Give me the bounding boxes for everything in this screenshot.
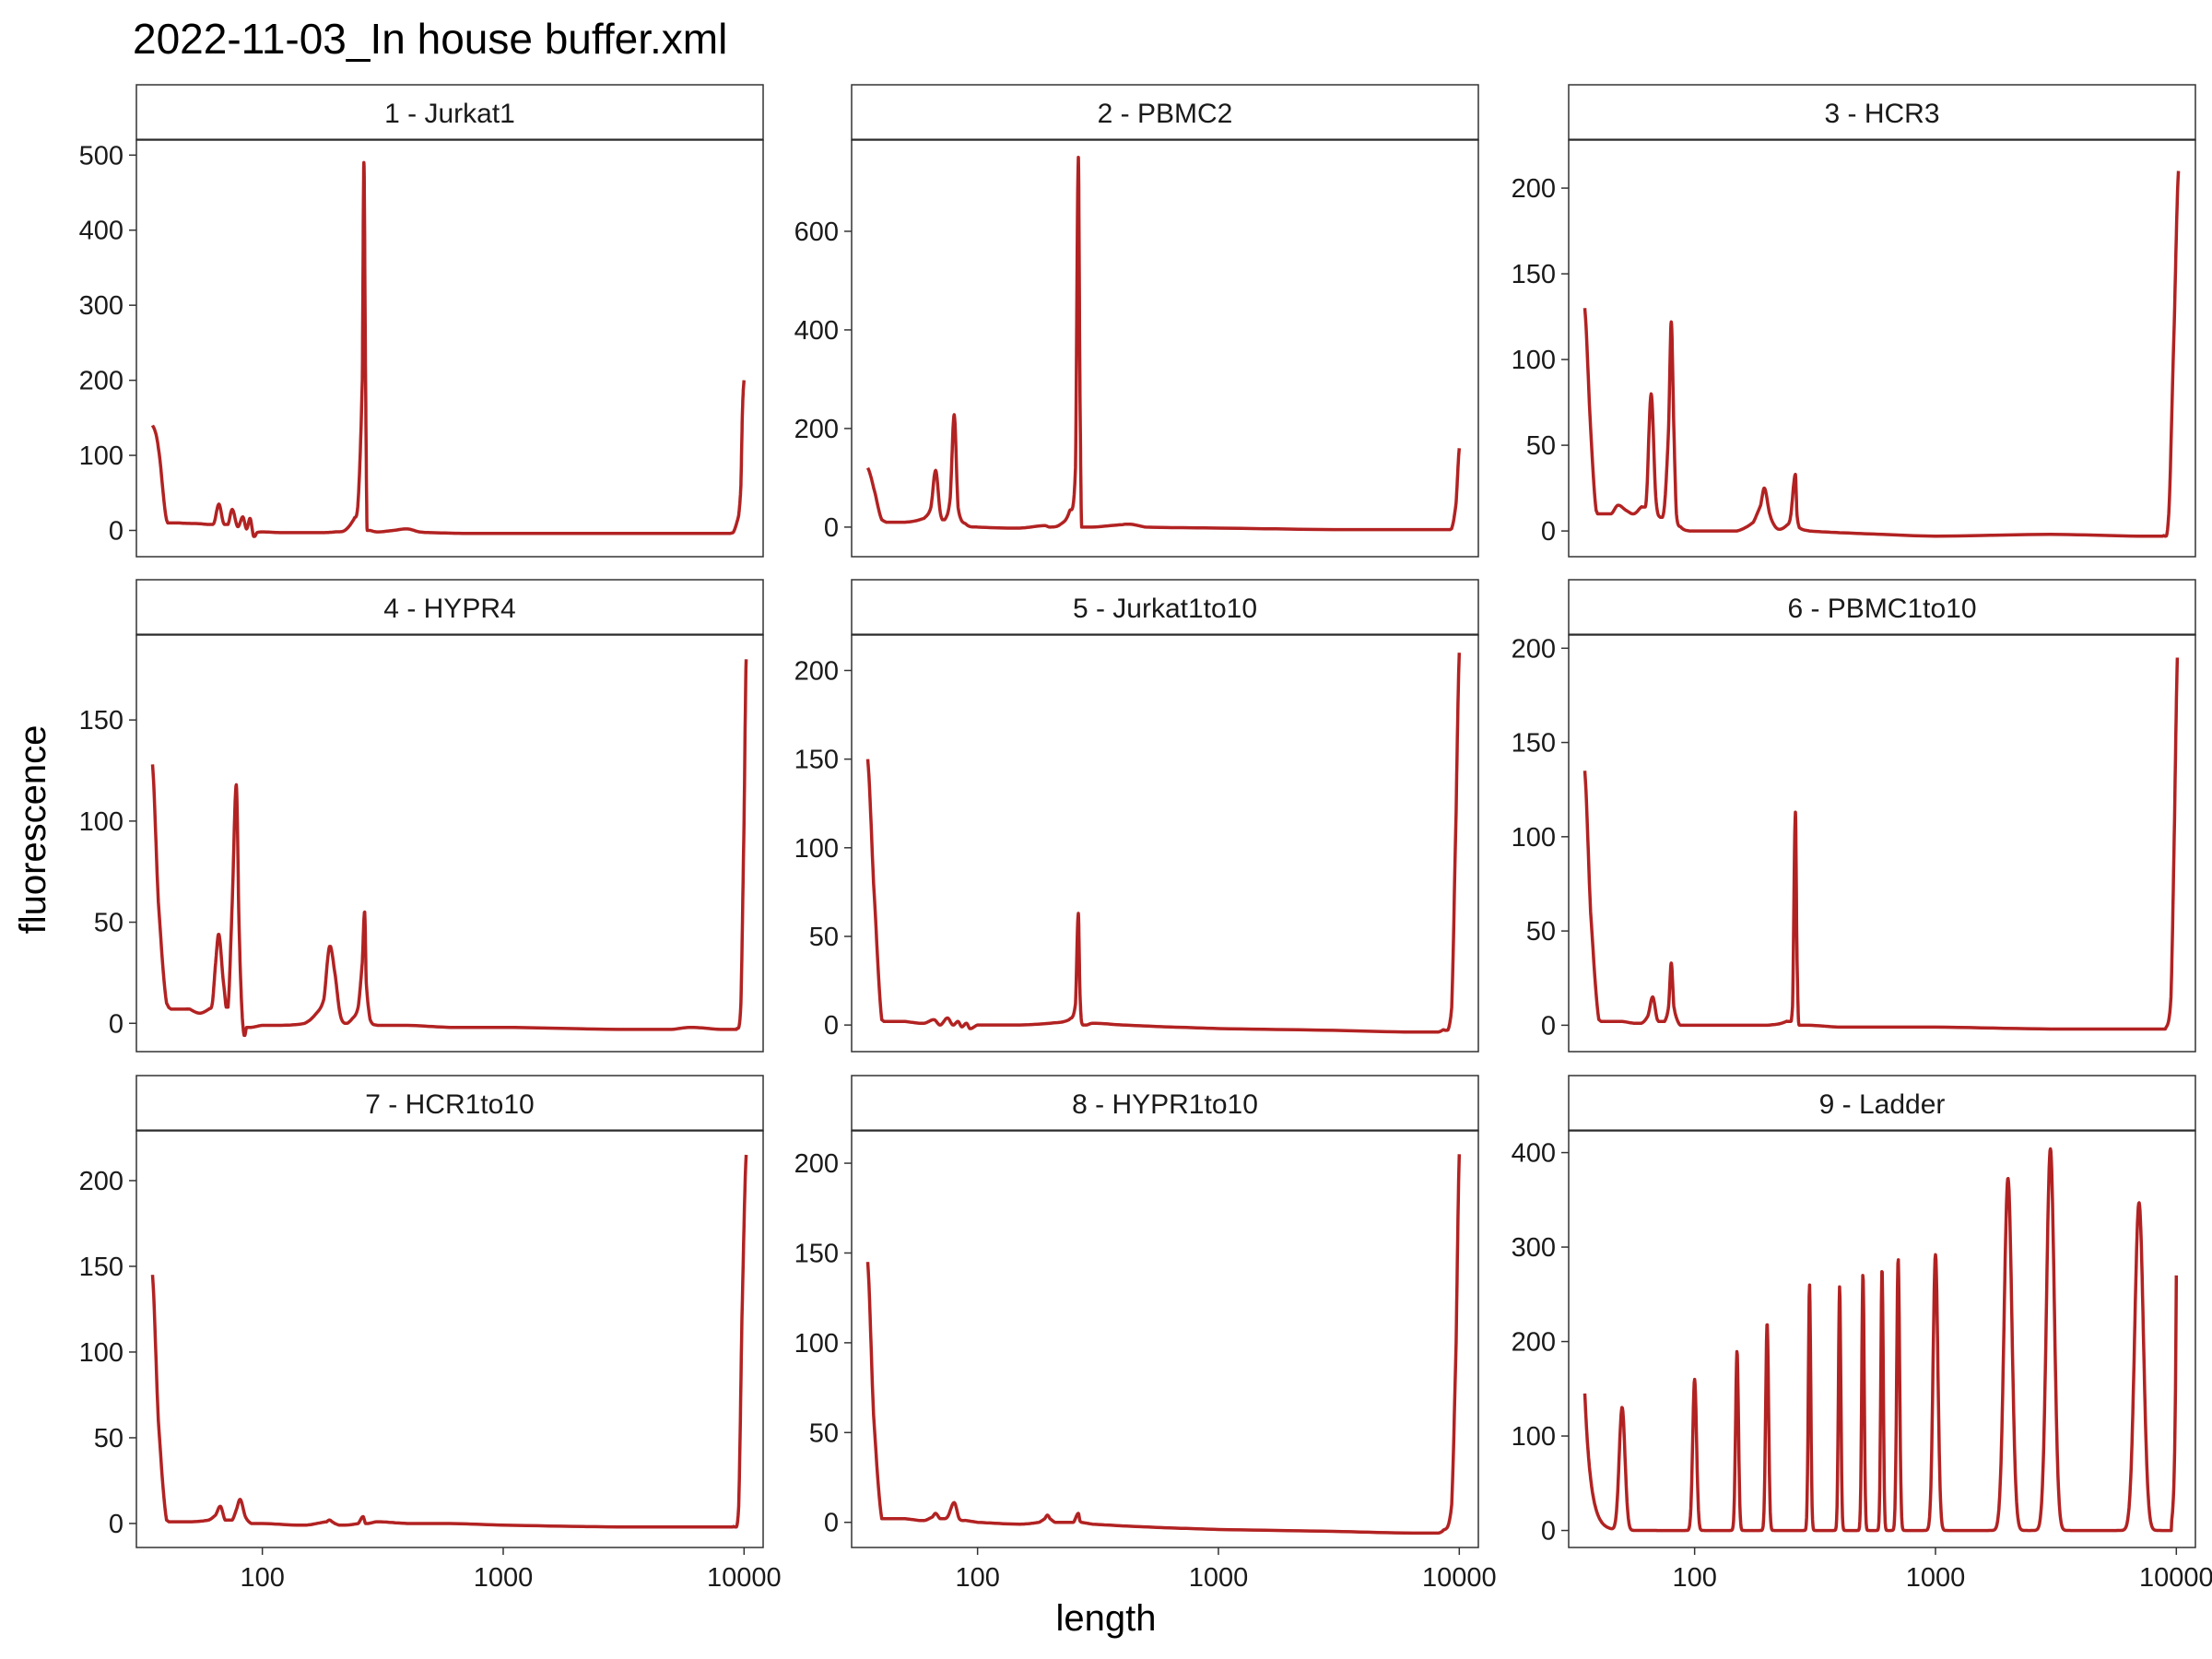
facet-panel: 8 - HYPR1to10 0 50 100 150 200 100 1000 10000: [794, 1075, 1497, 1593]
facet-strip: [851, 579, 1479, 636]
facet-panel: 4 - HYPR4 0 50 100 150: [79, 579, 764, 1053]
y-tick-label: 200: [1512, 174, 1556, 204]
facet-label: 2 - PBMC2: [1098, 99, 1233, 129]
y-tick-label: 0: [1541, 517, 1556, 547]
y-tick-label: 150: [79, 1253, 124, 1282]
plot-panel: [851, 1130, 1479, 1548]
y-tick-label: 150: [79, 706, 124, 735]
x-tick-label: 1000: [474, 1563, 534, 1593]
y-tick-label: 50: [94, 1424, 124, 1453]
x-tick-label: 1000: [1189, 1563, 1249, 1593]
y-tick-label: 50: [809, 923, 839, 952]
facet-label: 3 - HCR3: [1824, 99, 1939, 129]
x-tick-label: 1000: [1906, 1563, 1966, 1593]
y-tick-label: 0: [824, 513, 839, 543]
y-tick-label: 200: [794, 415, 839, 444]
y-tick-label: 200: [794, 656, 839, 686]
chart-title: 2022-11-03_In house buffer.xml: [133, 15, 728, 63]
plot-panel: [851, 139, 1479, 558]
y-tick-label: 150: [794, 1239, 839, 1268]
y-tick-label: 50: [94, 909, 124, 938]
series-line: [865, 653, 1462, 1034]
x-tick-label: 100: [955, 1563, 999, 1593]
facet-panel: 6 - PBMC1to10 0 50 100 150 200: [1512, 579, 2196, 1053]
y-tick-label: 200: [79, 1167, 124, 1196]
y-tick-label: 200: [1512, 1328, 1556, 1358]
y-tick-label: 200: [79, 367, 124, 396]
y-tick-label: 0: [109, 1009, 124, 1039]
facet-panel: 3 - HCR3 0 50 100 150 200: [1512, 84, 2196, 558]
y-tick-label: 100: [79, 807, 124, 837]
x-tick-label: 10000: [1422, 1563, 1497, 1593]
facet-panel: 7 - HCR1to10 0 50 100 150 200 100 1000 10000: [79, 1075, 782, 1593]
plot-panel: [1568, 139, 2196, 558]
facet-label: 7 - HCR1to10: [365, 1089, 534, 1120]
y-tick-label: 0: [824, 1011, 839, 1041]
plot-panel: [135, 1130, 764, 1548]
y-tick-label: 300: [1512, 1233, 1556, 1263]
y-tick-label: 150: [794, 746, 839, 775]
x-tick-label: 10000: [2139, 1563, 2212, 1593]
facet-strip: [135, 579, 764, 636]
y-tick-label: 0: [1541, 1517, 1556, 1547]
facet-label: 8 - HYPR1to10: [1072, 1089, 1258, 1120]
plot-panel: [1568, 634, 2196, 1053]
y-tick-label: 600: [794, 218, 839, 247]
series-line: [150, 160, 747, 538]
y-tick-label: 0: [1541, 1011, 1556, 1041]
y-tick-label: 150: [1512, 260, 1556, 289]
facet-strip: [135, 1075, 764, 1132]
facet-label: 4 - HYPR4: [383, 594, 515, 624]
y-tick-label: 100: [794, 834, 839, 864]
series-line: [1583, 171, 2181, 538]
facet-strip: [1568, 1075, 2196, 1132]
x-tick-label: 100: [240, 1563, 284, 1593]
y-tick-label: 50: [1526, 431, 1556, 461]
y-tick-label: 400: [1512, 1139, 1556, 1169]
y-tick-label: 100: [79, 1338, 124, 1368]
series-line: [150, 1154, 748, 1529]
facet-strip: [851, 84, 1479, 141]
facet-label: 6 - PBMC1to10: [1787, 594, 1976, 624]
y-tick-label: 500: [79, 141, 124, 171]
facet-panel: 9 - Ladder 0 100 200 300 400 100 1000 10000: [1512, 1075, 2212, 1593]
x-tick-label: 100: [1672, 1563, 1716, 1593]
series-line: [150, 659, 748, 1038]
x-tick-label: 10000: [707, 1563, 782, 1593]
facet-strip: [1568, 84, 2196, 141]
series-line: [865, 155, 1462, 532]
y-tick-label: 0: [824, 1509, 839, 1538]
series-line: [1583, 1147, 2179, 1533]
facet-strip: [851, 1075, 1479, 1132]
facet-panel: 5 - Jurkat1to10 0 50 100 150 200: [794, 579, 1479, 1053]
y-tick-label: 0: [109, 1510, 124, 1539]
facet-label: 5 - Jurkat1to10: [1073, 594, 1257, 624]
facet-label: 1 - Jurkat1: [384, 99, 515, 129]
y-tick-label: 200: [794, 1149, 839, 1179]
y-tick-label: 100: [1512, 1422, 1556, 1452]
y-tick-label: 100: [79, 441, 124, 471]
y-tick-label: 400: [79, 217, 124, 246]
series-line: [865, 1154, 1462, 1535]
y-tick-label: 100: [1512, 346, 1556, 375]
facet-label: 9 - Ladder: [1819, 1089, 1946, 1120]
plot-panel: [135, 139, 764, 558]
y-tick-label: 150: [1512, 729, 1556, 759]
y-tick-label: 50: [809, 1418, 839, 1448]
facet-panel: 2 - PBMC2 0 200 400 600: [794, 84, 1479, 558]
y-tick-label: 100: [1512, 823, 1556, 853]
y-tick-label: 0: [109, 516, 124, 546]
x-axis-title: length: [1055, 1598, 1157, 1639]
y-tick-label: 200: [1512, 634, 1556, 664]
plot-panel: [851, 634, 1479, 1053]
y-tick-label: 100: [794, 1329, 839, 1359]
y-tick-label: 400: [794, 316, 839, 346]
y-tick-label: 300: [79, 291, 124, 321]
y-tick-label: 50: [1526, 917, 1556, 947]
facet-panel: 1 - Jurkat1 0 100 200 300 400 500: [79, 84, 764, 558]
series-line: [1583, 657, 2180, 1031]
